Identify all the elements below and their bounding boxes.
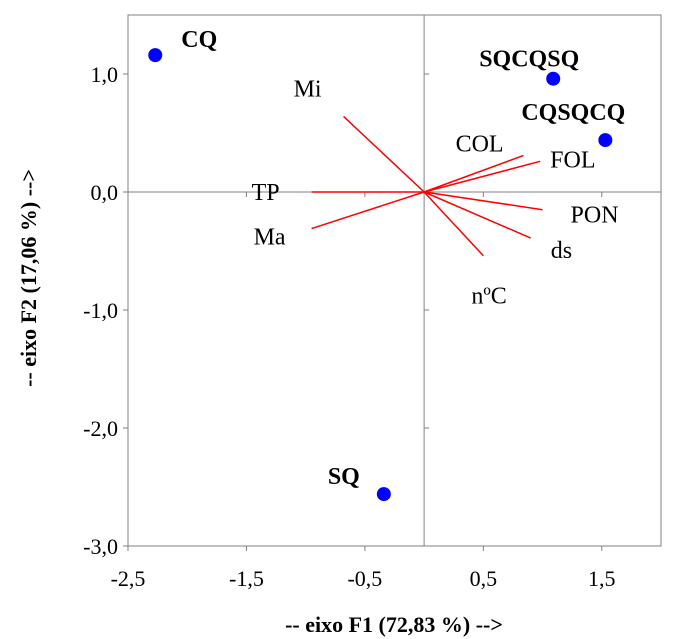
point-CQ <box>148 48 163 63</box>
vector-label: TP <box>252 180 280 206</box>
x-tick-label: 1,5 <box>588 566 616 591</box>
point-label: CQSQCQ <box>521 100 625 126</box>
vector-ds <box>423 191 532 239</box>
x-tick-label: -1,5 <box>229 566 264 591</box>
x-tick-label: -2,5 <box>111 566 146 591</box>
y-axis-title: -- eixo F2 (17,06 %) --> <box>16 169 41 387</box>
y-tick-label: -3,0 <box>83 534 118 559</box>
vector-Ma <box>311 191 425 230</box>
vector-Mi <box>343 115 425 193</box>
variable-vectors: Mi TP Ma COL FOL PON ds nºC <box>252 76 619 309</box>
vector-label: Ma <box>254 225 286 251</box>
vector-label: PON <box>571 203 619 229</box>
point-label: CQ <box>181 27 217 53</box>
point-label: SQCQSQ <box>479 47 579 73</box>
vector-label: Mi <box>294 76 322 102</box>
vector-nºC <box>423 191 484 257</box>
plot-frame <box>127 14 662 547</box>
vector-label: FOL <box>550 147 595 173</box>
vector-FOL <box>423 160 541 193</box>
point-SQ <box>376 487 391 502</box>
x-tick-label: -0,5 <box>347 566 382 591</box>
point-CQSQCQ <box>598 133 613 148</box>
vector-PON <box>424 191 543 211</box>
point-SQCQSQ <box>546 71 561 86</box>
y-tick-label: -1,0 <box>83 298 118 323</box>
vector-label: COL <box>456 131 504 157</box>
y-tick-label: 1,0 <box>91 62 119 87</box>
vector-label: ds <box>551 238 572 264</box>
y-tick-label: -2,0 <box>83 416 118 441</box>
y-axis-ticks: -3,0 -2,0 -1,0 0,0 1,0 <box>83 62 430 559</box>
vector-label: nºC <box>471 284 506 310</box>
x-axis-ticks: -2,5 -1,5 -0,5 0,5 1,5 <box>111 192 616 591</box>
y-tick-label: 0,0 <box>91 180 119 205</box>
x-axis-title: -- eixo F1 (72,83 %) --> <box>285 612 503 637</box>
x-tick-label: 0,5 <box>470 566 498 591</box>
point-label: SQ <box>328 464 360 490</box>
vector-COL <box>423 154 524 193</box>
